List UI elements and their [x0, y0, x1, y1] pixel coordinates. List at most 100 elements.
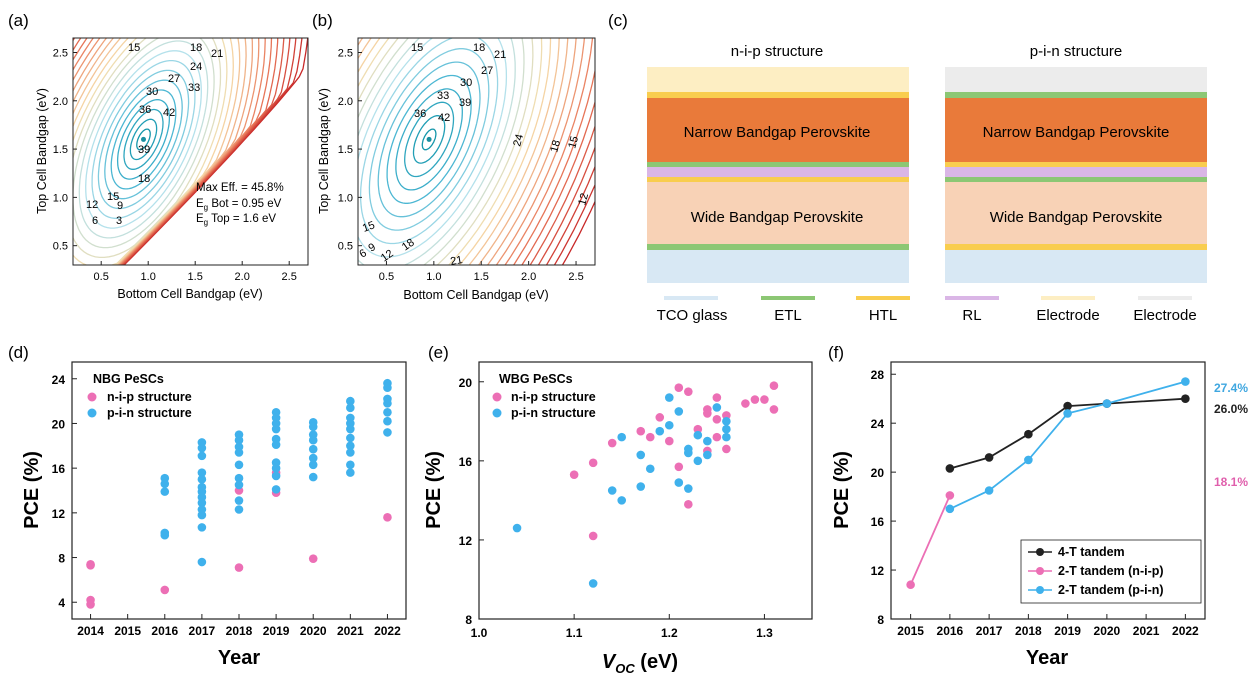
data-point: [693, 424, 703, 434]
panel-a-contour-labels: 15 18 21 24 30 27 33 36 42 39 18 12 15 9…: [86, 42, 223, 227]
layer-htl: [647, 177, 909, 182]
legend-label-nip: n-i-p structure: [511, 390, 596, 404]
data-point: [346, 424, 355, 434]
x-tick-label: 2.0: [235, 271, 250, 283]
data-point: [197, 468, 207, 477]
legend-swatch-electrode-gray: [1138, 296, 1192, 300]
panel-c-layer-diagram: n-i-p structure p-i-n structure Narrow B…: [647, 43, 1207, 324]
contour-label: 36: [139, 104, 151, 116]
contour-line: [116, 99, 171, 180]
panel-a-x-axis-title: Bottom Cell Bandgap (eV): [117, 287, 262, 301]
data-point: [655, 413, 665, 422]
data-point: [945, 491, 955, 500]
panel-d-legend: NBG PeSCs n-i-p structure p-i-n structur…: [87, 372, 192, 420]
x-tick-label: 2.0: [521, 271, 536, 283]
legend-marker-pin: [492, 408, 502, 418]
contour-line: [73, 38, 215, 249]
data-point: [308, 460, 318, 470]
contour-line: [358, 38, 508, 258]
data-point: [197, 451, 207, 461]
data-point: [1024, 429, 1033, 439]
x-tick-label: 1.5: [474, 271, 489, 283]
series-line: [949, 397, 1186, 470]
data-point: [769, 381, 779, 391]
panel-a-annotation: Max Eff. = 45.8% Eg Bot = 0.95 eV Eg Top…: [196, 182, 284, 227]
contour-label: 18: [473, 42, 485, 54]
layer-htl: [945, 244, 1207, 250]
legend-title: NBG PeSCs: [93, 372, 164, 386]
data-point: [984, 453, 994, 462]
data-point: [674, 407, 684, 416]
data-point: [197, 557, 207, 567]
y-tick-label: 8: [58, 552, 65, 566]
data-point: [1063, 409, 1072, 418]
x-tick-label: 2017: [189, 624, 216, 638]
legend-label-htl: HTL: [869, 307, 897, 324]
data-point: [234, 473, 244, 483]
panel-f-legend: 4-T tandem 2-T tandem (n-i-p) 2-T tandem…: [1020, 539, 1202, 604]
contour-line: [123, 108, 164, 170]
max-efficiency-point: [426, 136, 432, 142]
panel-e-frame: [478, 361, 813, 620]
data-point: [722, 411, 731, 420]
data-point: [693, 430, 703, 440]
data-point: [160, 530, 170, 540]
data-point: [760, 395, 769, 404]
contour-label: 24: [511, 133, 526, 148]
panel-f-x-axis-title: Year: [1026, 647, 1068, 669]
panel-label-a: (a): [8, 11, 29, 30]
data-point: [664, 420, 674, 430]
contour-label: 6: [358, 247, 369, 260]
y-tick-label: 4: [58, 596, 65, 610]
data-point: [234, 480, 244, 490]
x-tick-label: 2022: [374, 624, 401, 638]
data-point: [722, 417, 731, 426]
contour-label: 9: [117, 200, 123, 212]
data-point: [512, 523, 522, 533]
contour-line: [110, 89, 177, 190]
contour-label: 18: [138, 173, 150, 185]
data-point: [383, 513, 392, 522]
data-point: [271, 424, 281, 434]
data-point: [984, 486, 994, 495]
data-point: [234, 448, 244, 457]
layer-rl: [945, 167, 1207, 177]
panel-a-y-axis-title: Top Cell Bandgap (eV): [35, 88, 49, 214]
data-point: [712, 403, 722, 412]
contour-label: 18: [548, 139, 563, 154]
panel-e-ticks: 1.0 1.1 1.2 1.3 8 12 16 20: [459, 376, 773, 640]
data-point: [655, 426, 665, 436]
data-point: [197, 498, 207, 508]
x-tick-label: 2018: [226, 624, 253, 638]
layer-etl: [945, 92, 1207, 98]
layer-wide: [945, 182, 1207, 244]
x-tick-label: 2020: [1094, 624, 1121, 638]
pin-layer-stack: [945, 67, 1207, 283]
data-point: [569, 470, 579, 479]
panel-a-ticks: 0.5 1.0 1.5 2.0 2.5 0.5 1.0 1.5 2.0 2.5: [53, 47, 297, 283]
data-point: [684, 448, 693, 458]
contour-line: [136, 128, 151, 151]
layer-etl: [945, 177, 1207, 182]
contour-line: [412, 115, 446, 164]
legend-title: WBG PeSCs: [499, 372, 573, 386]
y-tick-label: 2.0: [338, 96, 353, 108]
x-tick-label: 1.0: [141, 271, 156, 283]
data-point: [588, 579, 598, 588]
contour-line: [91, 59, 196, 219]
legend-label-rl: RL: [962, 307, 981, 324]
panel-e-points: [512, 381, 779, 588]
contour-label: 12: [379, 248, 396, 265]
contour-line: [359, 38, 499, 245]
data-point: [346, 403, 355, 413]
data-point: [197, 475, 207, 484]
data-point: [674, 383, 684, 393]
contour-label: 15: [128, 42, 140, 54]
data-point: [750, 395, 760, 404]
data-point: [684, 500, 693, 509]
panel-d-points: [86, 378, 392, 609]
contour-label: 30: [460, 77, 472, 89]
pin-narrow-bandgap-label: Narrow Bandgap Perovskite: [983, 124, 1170, 141]
panel-label-f: (f): [828, 343, 844, 362]
contour-line: [421, 128, 437, 151]
